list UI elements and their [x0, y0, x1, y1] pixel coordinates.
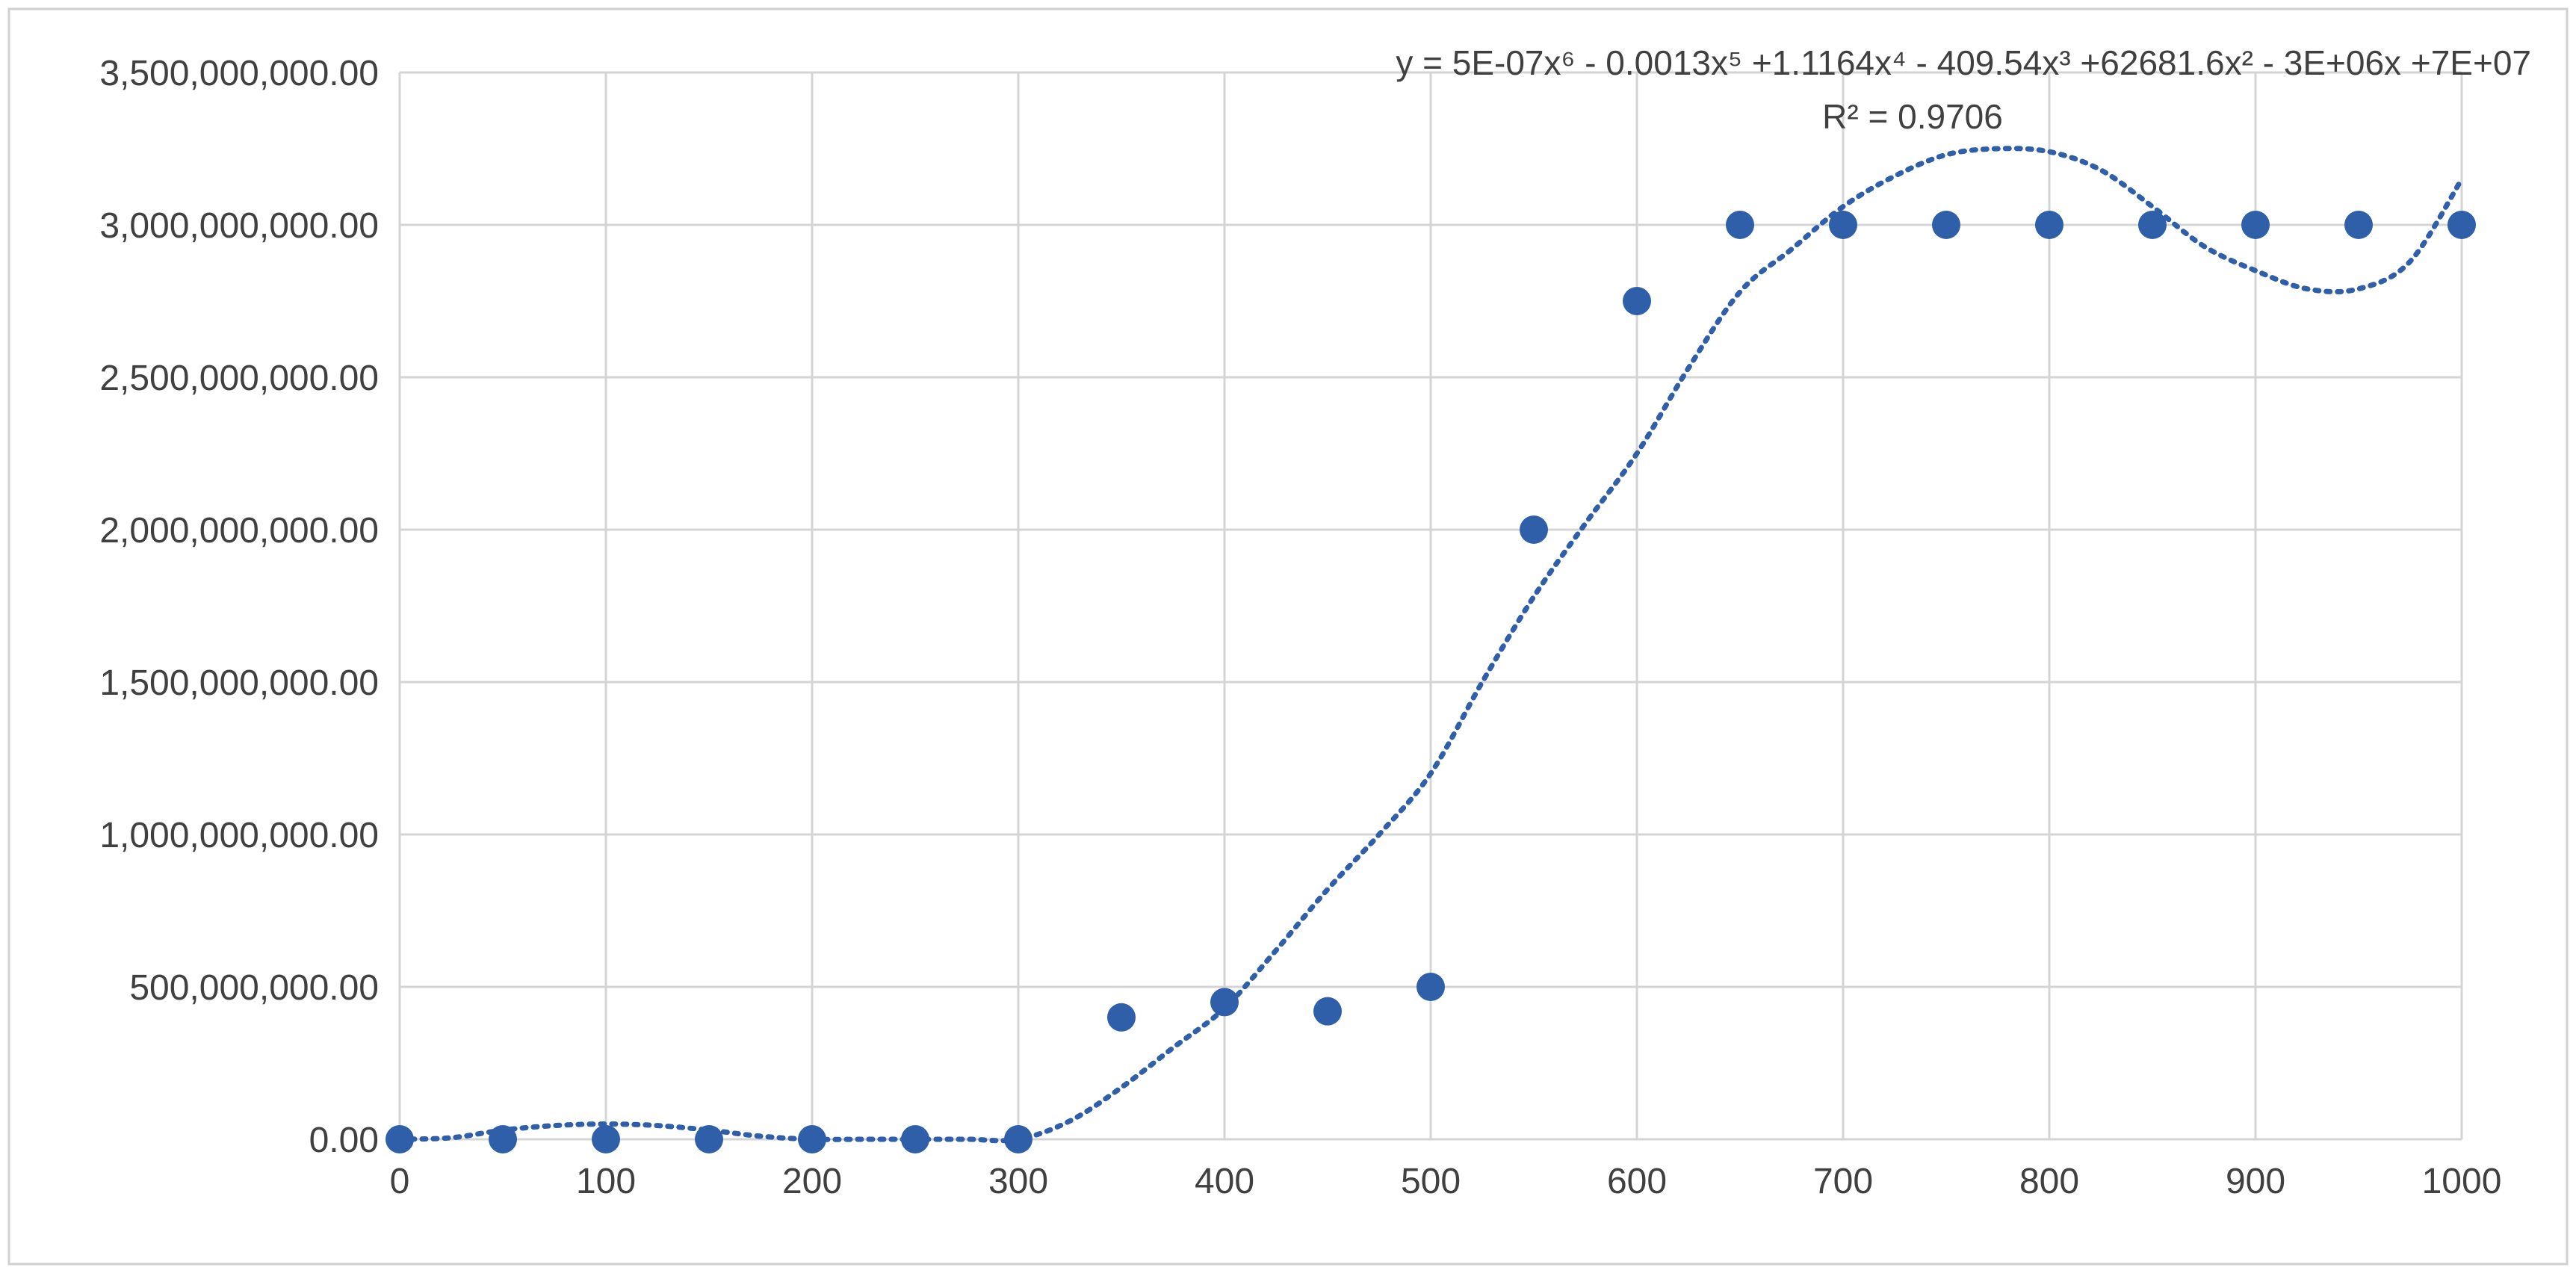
x-tick-label-0: 0 — [390, 1162, 410, 1201]
x-tick-label-9: 900 — [2226, 1162, 2285, 1201]
y-tick-label-3: 1,500,000,000.00 — [99, 663, 379, 703]
x-tick-label-8: 800 — [2019, 1162, 2079, 1201]
trendline-layer — [397, 146, 2465, 1144]
y-tick-label-0: 0.00 — [309, 1121, 379, 1160]
x-tick-label-1: 100 — [576, 1162, 636, 1201]
y-tick-label-5: 2,500,000,000.00 — [99, 359, 379, 398]
trendline-r-squared: R² = 0.9706 — [1822, 97, 2003, 136]
data-point-14 — [1829, 211, 1857, 239]
data-points — [386, 211, 2476, 1153]
data-point-8 — [1210, 988, 1239, 1017]
data-point-10 — [1417, 973, 1445, 1001]
x-axis-tick-labels: 0 100 200 300 400 500 600 700 800 900 1000 — [390, 1162, 2502, 1201]
data-point-18 — [2241, 211, 2270, 239]
data-point-4 — [798, 1125, 826, 1153]
chart-frame — [7, 7, 2569, 1266]
y-tick-label-1: 500,000,000.00 — [129, 968, 379, 1008]
data-point-12 — [1623, 287, 1651, 315]
data-point-9 — [1313, 997, 1342, 1026]
data-point-16 — [2035, 211, 2063, 239]
x-tick-label-7: 700 — [1813, 1162, 1873, 1201]
y-axis-tick-labels: 0.00 500,000,000.00 1,000,000,000.00 1,500,… — [99, 54, 379, 1160]
y-tick-label-2: 1,000,000,000.00 — [99, 816, 379, 855]
data-point-15 — [1932, 211, 1960, 239]
x-tick-label-2: 200 — [782, 1162, 842, 1201]
data-point-3 — [695, 1125, 723, 1153]
data-point-5 — [901, 1125, 929, 1153]
data-point-13 — [1726, 211, 1754, 239]
data-point-6 — [1004, 1125, 1032, 1153]
data-point-20 — [2447, 211, 2476, 239]
data-point-17 — [2138, 211, 2167, 239]
grid-lines — [398, 71, 2463, 1141]
data-point-19 — [2344, 211, 2373, 239]
x-tick-label-4: 400 — [1195, 1162, 1254, 1201]
data-point-1 — [489, 1125, 517, 1153]
x-tick-label-5: 500 — [1401, 1162, 1461, 1201]
data-point-11 — [1520, 515, 1548, 544]
data-point-0 — [386, 1125, 414, 1153]
x-tick-label-10: 1000 — [2422, 1162, 2502, 1201]
data-point-7 — [1107, 1003, 1136, 1032]
data-point-2 — [592, 1125, 620, 1153]
x-tick-label-3: 300 — [988, 1162, 1048, 1201]
polynomial-trendline — [397, 146, 2465, 1144]
y-tick-label-7: 3,500,000,000.00 — [99, 54, 379, 93]
y-tick-label-6: 3,000,000,000.00 — [99, 206, 379, 246]
y-tick-label-4: 2,000,000,000.00 — [99, 511, 379, 551]
trendline-equation: y = 5E-07x⁶ - 0.0013x⁵ +1.1164x⁴ - 409.5… — [1396, 43, 2531, 82]
x-tick-label-6: 600 — [1607, 1162, 1667, 1201]
